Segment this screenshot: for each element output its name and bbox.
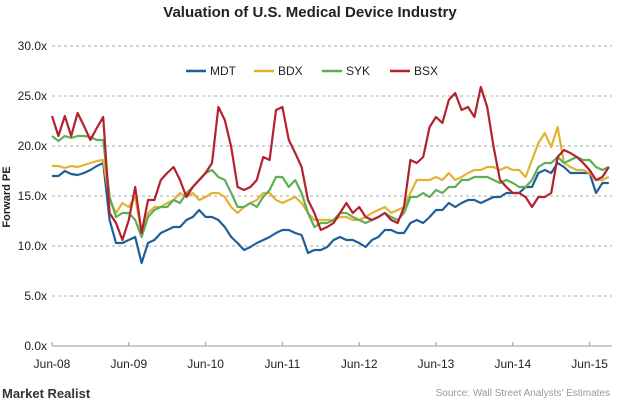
y-tick-label: 10.0x [18,239,47,253]
y-tick-label: 20.0x [18,139,47,153]
series-line-syk [51,134,610,239]
x-tick-label: Jun-11 [264,357,300,371]
legend-label-mdt: MDT [210,64,237,78]
source-note: Source: Wall Street Analysts' Estimates [435,388,610,399]
x-tick-label: Jun-09 [110,357,147,371]
y-tick-label: 0.0x [24,339,47,353]
series-line-bdx [52,125,610,235]
legend-label-syk: SYK [346,64,370,78]
x-tick-label: Jun-13 [418,357,455,371]
x-tick-label: Jun-14 [494,357,531,371]
series-line-bsx [50,85,610,242]
x-tick-label: Jun-12 [341,357,378,371]
y-tick-label: 5.0x [24,289,47,303]
y-tick-label: 30.0x [18,39,47,53]
y-tick-label: 15.0x [18,189,47,203]
chart-title: Valuation of U.S. Medical Device Industr… [163,4,457,21]
x-tick-label: Jun-15 [571,357,608,371]
legend-label-bdx: BDX [278,64,303,78]
brand-logo: Market Realist [2,386,91,401]
y-tick-label: 25.0x [18,89,47,103]
x-tick-label: Jun-10 [187,357,224,371]
legend-label-bsx: BSX [414,64,438,78]
x-tick-label: Jun-08 [34,357,71,371]
